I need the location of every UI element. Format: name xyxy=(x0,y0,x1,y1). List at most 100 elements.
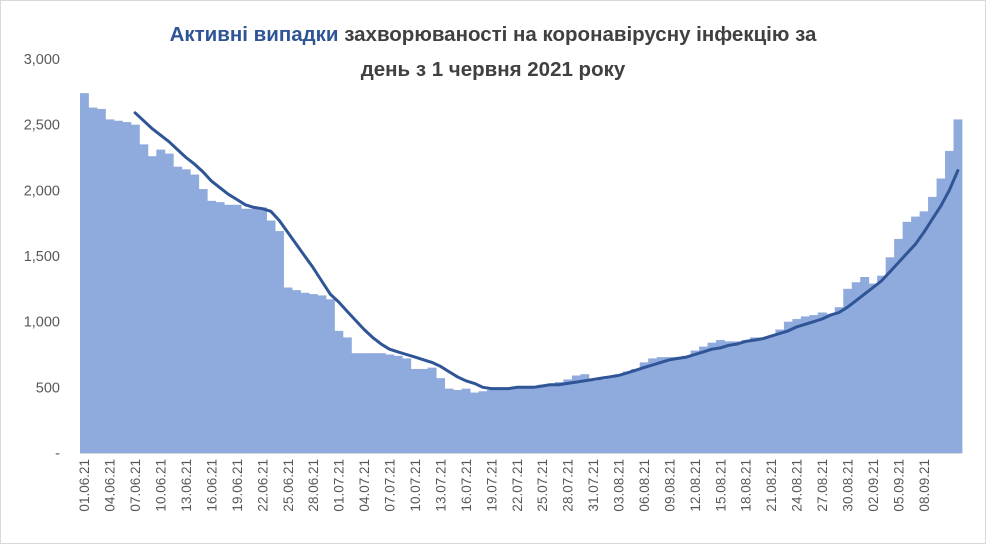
x-tick-label: 22.06.21 xyxy=(255,459,270,512)
bar-series xyxy=(80,93,963,454)
bar xyxy=(512,387,522,453)
x-tick-label: 04.06.21 xyxy=(103,459,118,512)
bar xyxy=(521,386,530,453)
bar xyxy=(622,371,632,453)
bar xyxy=(215,202,225,453)
x-tick-label: 01.06.21 xyxy=(77,459,92,512)
bar xyxy=(529,386,539,453)
x-tick-label: 24.08.21 xyxy=(790,459,805,512)
bar xyxy=(766,336,776,453)
x-tick-label: 02.09.21 xyxy=(866,459,881,512)
x-tick-label: 21.08.21 xyxy=(764,459,779,512)
bar xyxy=(588,380,598,453)
x-tick-label: 28.06.21 xyxy=(306,459,321,512)
bar xyxy=(461,388,471,453)
bar xyxy=(945,150,954,453)
bar xyxy=(376,353,386,453)
bar xyxy=(317,295,327,453)
x-tick-label: 18.08.21 xyxy=(739,459,754,512)
bar xyxy=(834,307,844,453)
bar xyxy=(427,367,437,453)
bar xyxy=(88,107,98,453)
bar xyxy=(741,340,751,453)
chart-title-highlight: Активні випадки xyxy=(169,23,339,46)
bar xyxy=(198,189,208,453)
x-tick-label: 16.07.21 xyxy=(459,459,474,512)
x-tick-label: 16.06.21 xyxy=(205,459,220,512)
bar xyxy=(393,355,403,453)
bar xyxy=(699,346,708,453)
bar xyxy=(580,374,590,453)
bar xyxy=(334,330,344,453)
y-tick-label: 500 xyxy=(36,380,60,396)
bar xyxy=(749,337,759,453)
bar xyxy=(843,288,853,453)
bar xyxy=(241,208,251,453)
bar xyxy=(419,368,429,453)
y-tick-label: 1,500 xyxy=(24,249,60,265)
trend-line xyxy=(133,111,960,391)
bar xyxy=(554,382,564,453)
bar xyxy=(478,391,488,453)
bar xyxy=(181,169,191,453)
x-tick-label: 25.06.21 xyxy=(281,459,296,512)
bar xyxy=(266,220,276,453)
bar xyxy=(826,313,836,453)
bar xyxy=(402,358,412,453)
x-tick-label: 06.08.21 xyxy=(637,459,652,512)
x-tick-label: 04.07.21 xyxy=(357,459,372,512)
bar xyxy=(453,389,463,453)
bar xyxy=(716,340,725,453)
x-tick-label: 09.08.21 xyxy=(662,459,677,512)
bar xyxy=(775,329,785,453)
x-tick-label: 31.07.21 xyxy=(586,459,601,512)
bar xyxy=(105,119,115,453)
x-tick-label: 10.06.21 xyxy=(154,459,169,512)
bar xyxy=(207,200,217,453)
bar xyxy=(817,312,827,453)
bar xyxy=(139,144,149,453)
bar xyxy=(325,299,335,453)
y-tick-label: 2,500 xyxy=(24,118,60,134)
x-tick-label: 12.08.21 xyxy=(688,459,703,512)
bar xyxy=(673,357,683,453)
bar xyxy=(597,379,607,453)
x-tick-label: 08.09.21 xyxy=(917,459,932,512)
bar xyxy=(368,353,378,453)
bar xyxy=(224,204,234,453)
bar xyxy=(495,389,505,453)
bar xyxy=(724,341,734,453)
x-axis-ticks: 01.06.21 04.06.21 07.06.21 10.06.21 13.06.21… xyxy=(77,459,932,512)
bar xyxy=(546,383,556,453)
bar xyxy=(164,153,174,453)
bar xyxy=(537,384,547,453)
bar xyxy=(656,357,666,453)
bar xyxy=(690,350,700,453)
bar xyxy=(614,374,624,453)
x-tick-label: 30.08.21 xyxy=(841,459,856,512)
x-tick-label: 19.06.21 xyxy=(230,459,245,512)
bar xyxy=(190,174,200,453)
chart-title-rest: захворюваності на коронавірусну інфекцію… xyxy=(338,23,817,46)
bar xyxy=(936,178,946,453)
x-tick-label: 03.08.21 xyxy=(612,459,627,512)
bar xyxy=(707,342,717,453)
bar xyxy=(682,355,692,453)
bar xyxy=(385,354,395,453)
bar xyxy=(792,319,802,453)
y-axis-ticks: - 500 1,000 1,500 2,000 2,500 3,000 xyxy=(24,52,60,462)
chart-title-line-1: Активні випадки захворюваності на корона… xyxy=(0,20,986,50)
bar xyxy=(173,166,183,453)
bar xyxy=(648,358,658,453)
bar xyxy=(113,120,123,453)
y-tick-label: 2,000 xyxy=(24,183,60,199)
bar xyxy=(665,357,675,453)
bar xyxy=(919,211,929,453)
bar xyxy=(758,337,768,453)
bar xyxy=(275,231,284,453)
chart-title-line-2: день з 1 червня 2021 року xyxy=(360,58,626,81)
bar xyxy=(359,353,369,453)
bar xyxy=(504,388,513,453)
bar xyxy=(487,389,496,453)
